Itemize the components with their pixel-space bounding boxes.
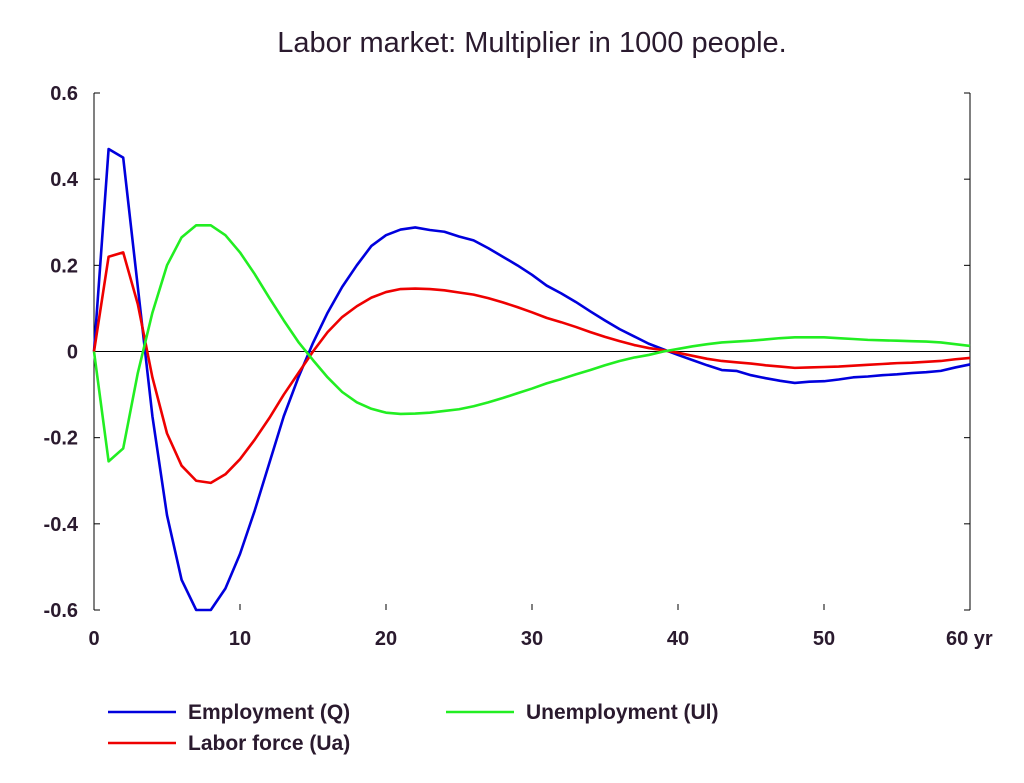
- y-tick-label: 0.6: [50, 83, 78, 105]
- series-lines: [92, 147, 971, 612]
- x-tick-label: 50: [813, 628, 835, 650]
- x-tick-label: 0: [88, 628, 99, 650]
- x-tick-label: 40: [667, 628, 689, 650]
- x-tick-label: 60 yr: [946, 628, 993, 650]
- series-line-1: [92, 147, 971, 612]
- x-tick-label: 10: [229, 628, 251, 650]
- y-tick-label: 0.2: [50, 255, 78, 277]
- y-tick-label: -0.4: [44, 514, 79, 536]
- legend: Employment (Q) Labor force (Ua) Unemployme…: [108, 701, 719, 755]
- series-line-2: [92, 251, 971, 485]
- series-line-3: [92, 223, 971, 463]
- y-tick-label: -0.2: [44, 428, 78, 450]
- axes: 0.6 0.4 0.2 0 -0.2 -0.4 -0.6 0 10 20 30 40 50 60 yr: [44, 83, 993, 650]
- legend-label-3: Unemployment (Ul): [526, 701, 719, 724]
- y-tick-label: 0: [67, 342, 78, 364]
- x-tick-label: 30: [521, 628, 543, 650]
- y-tick-label: -0.6: [44, 600, 78, 622]
- legend-label-1: Employment (Q): [188, 701, 350, 724]
- y-tick-label: 0.4: [50, 169, 79, 191]
- legend-label-2: Labor force (Ua): [188, 732, 350, 755]
- x-tick-label: 20: [375, 628, 397, 650]
- chart-title: Labor market: Multiplier in 1000 people.: [277, 27, 786, 59]
